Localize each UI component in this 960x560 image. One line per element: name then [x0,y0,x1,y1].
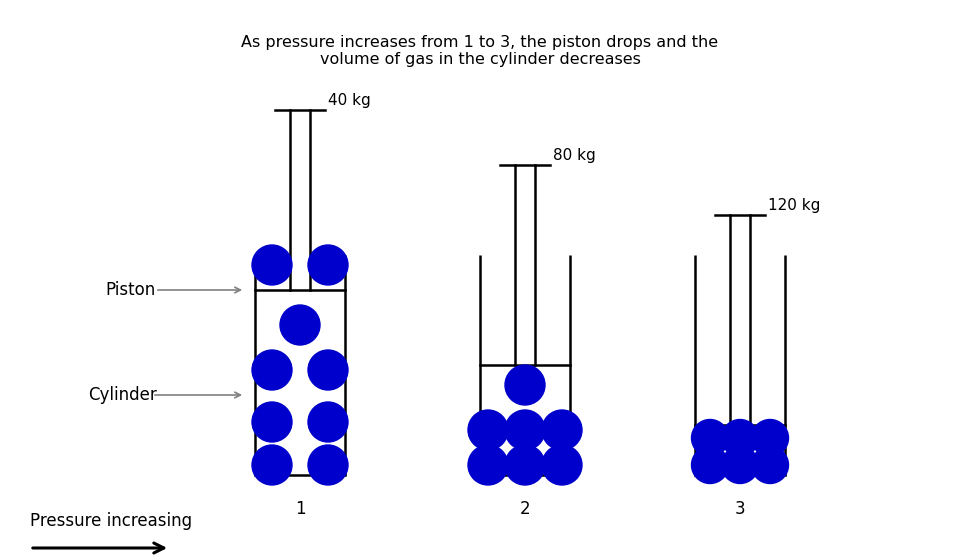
Circle shape [308,402,348,442]
Circle shape [752,446,788,483]
Circle shape [722,419,758,456]
Circle shape [252,402,292,442]
Circle shape [542,445,582,485]
Text: 1: 1 [295,500,305,518]
Circle shape [691,419,729,456]
Text: Piston: Piston [105,281,156,299]
Circle shape [691,446,729,483]
Circle shape [468,410,508,450]
Circle shape [308,445,348,485]
Circle shape [308,350,348,390]
Text: Cylinder: Cylinder [88,386,156,404]
Circle shape [252,445,292,485]
Text: 80 kg: 80 kg [553,148,596,163]
Text: 2: 2 [519,500,530,518]
Circle shape [280,305,320,345]
Text: 40 kg: 40 kg [328,93,371,108]
Circle shape [252,245,292,285]
Text: 3: 3 [734,500,745,518]
Circle shape [722,446,758,483]
Text: Pressure increasing: Pressure increasing [30,512,192,530]
Circle shape [505,445,545,485]
Circle shape [542,410,582,450]
Circle shape [752,419,788,456]
Circle shape [252,350,292,390]
Circle shape [468,445,508,485]
Text: As pressure increases from 1 to 3, the piston drops and the
volume of gas in the: As pressure increases from 1 to 3, the p… [241,35,719,67]
Circle shape [505,410,545,450]
Text: 120 kg: 120 kg [768,198,821,213]
Circle shape [308,245,348,285]
Circle shape [505,365,545,405]
